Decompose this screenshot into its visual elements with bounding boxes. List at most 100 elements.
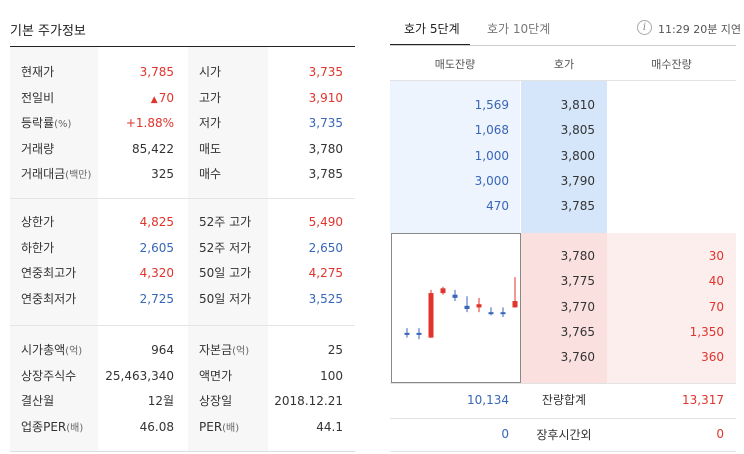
candle-body [428, 293, 434, 338]
stat-value: 3,735 [308, 65, 343, 79]
ask-price[interactable]: 3,810 [560, 98, 595, 112]
bid-price[interactable]: 3,765 [560, 325, 595, 339]
tab-divider [390, 45, 736, 46]
section-divider-1 [10, 198, 355, 199]
stat-value: 25,463,340 [105, 369, 174, 383]
title-divider [10, 46, 355, 47]
stat-value: 3,785 [308, 167, 343, 181]
after-hours-label: 장후시간외 [536, 428, 592, 442]
bid-qty: 70 [708, 300, 724, 314]
stat-label: 매도 [199, 142, 222, 156]
stat-label: 하한가 [21, 241, 55, 255]
ask-price[interactable]: 3,800 [560, 149, 595, 163]
stat-value: 44.1 [316, 420, 343, 434]
panel-bottom-divider [10, 451, 355, 452]
header-ask-qty: 매도잔량 [434, 58, 476, 71]
basic-price-info-title: 기본 주가정보 [10, 24, 86, 39]
stat-value: 2,605 [139, 241, 174, 255]
ask-qty: 1,569 [474, 98, 509, 112]
stat-value: 25 [327, 343, 343, 357]
summary-divider-bottom [390, 451, 736, 452]
candle-body [512, 301, 518, 308]
bid-qty-bg [607, 233, 736, 383]
stat-label: 매수 [199, 167, 222, 181]
stat-label: 액면가 [199, 369, 233, 383]
stat-label: 업종PER(배) [21, 420, 84, 434]
candle-body [476, 304, 482, 308]
stat-value: 2,725 [139, 292, 174, 306]
stat-label: 전일비 [21, 91, 55, 105]
bid-price[interactable]: 3,770 [560, 300, 595, 314]
bid-price[interactable]: 3,775 [560, 274, 595, 288]
ask-price[interactable]: 3,790 [560, 174, 595, 188]
up-arrow-icon: ▲ [150, 95, 158, 105]
stat-value: 3,525 [308, 292, 343, 306]
stat-value: 2,650 [308, 241, 343, 255]
mini-candlestick-chart [404, 277, 518, 340]
bid-price-bg [521, 233, 607, 383]
tab-orderbook-5[interactable]: 호가 5단계 [404, 22, 460, 36]
ask-qty: 3,000 [474, 174, 509, 188]
stat-label: PER(배) [199, 420, 240, 434]
bid-qty: 360 [701, 350, 724, 364]
stat-value: 3,780 [308, 142, 343, 156]
stat-label: 상한가 [21, 215, 55, 229]
stat-label: 현재가 [21, 65, 55, 79]
stat-value: 4,320 [139, 266, 174, 280]
candle-body [488, 312, 494, 315]
stat-label: 50일 고가 [199, 266, 252, 280]
stat-label: 52주 저가 [199, 241, 252, 255]
bid-qty: 40 [708, 274, 724, 288]
summary-divider-mid [390, 418, 736, 419]
stat-label: 50일 저가 [199, 292, 252, 306]
header-price: 호가 [553, 58, 575, 71]
total-remaining-label: 잔량합계 [541, 393, 587, 407]
stat-label: 상장일 [199, 394, 233, 408]
stat-label: 52주 고가 [199, 215, 252, 229]
stat-label: 상장주식수 [21, 369, 77, 383]
stat-value: 4,275 [308, 266, 343, 280]
ask-qty: 470 [486, 199, 509, 213]
candle-body [404, 332, 410, 335]
section-divider-2 [10, 325, 355, 326]
bid-qty: 1,350 [689, 325, 724, 339]
ask-price[interactable]: 3,785 [560, 199, 595, 213]
stat-label: 시가총액(억) [21, 343, 83, 357]
bid-qty: 30 [708, 249, 724, 263]
info-icon[interactable]: i [637, 20, 652, 35]
ask-qty-bg [390, 81, 520, 233]
stat-label: 저가 [199, 116, 222, 130]
stat-label: 시가 [199, 65, 222, 79]
ask-total: 10,134 [467, 393, 509, 407]
after-hours-bid: 0 [716, 427, 724, 441]
header-bid-qty: 매수잔량 [651, 58, 692, 71]
stat-label: 등락률(%) [21, 116, 72, 130]
stat-value: 964 [151, 343, 174, 357]
stat-label: 고가 [199, 91, 222, 105]
stat-value: 3,735 [308, 116, 343, 130]
stat-value: 3,785 [139, 65, 174, 79]
stat-value: 3,910 [308, 91, 343, 105]
bid-price[interactable]: 3,760 [560, 350, 595, 364]
bid-price[interactable]: 3,780 [560, 249, 595, 263]
label-column-bg-left [10, 47, 98, 451]
candle-body [500, 312, 506, 315]
after-hours-ask: 0 [501, 427, 509, 441]
mini-chart [391, 233, 521, 383]
stat-value: 4,825 [139, 215, 174, 229]
stat-value: 2018.12.21 [274, 394, 343, 408]
stat-label: 거래량 [21, 142, 55, 156]
delay-notice: 11:29 20분 지연 [658, 23, 742, 36]
stat-value: 100 [320, 369, 343, 383]
stat-label: 연중최저가 [21, 292, 77, 306]
bid-total: 13,317 [682, 393, 724, 407]
ask-price-bg [521, 81, 607, 233]
ask-qty: 1,068 [474, 123, 509, 137]
stat-label: 거래대금(백만) [21, 167, 92, 181]
stat-value: 46.08 [139, 420, 174, 434]
tab-orderbook-10[interactable]: 호가 10단계 [487, 22, 551, 36]
stat-value: 5,490 [308, 215, 343, 229]
candle-body [452, 294, 458, 298]
label-column-bg-right [188, 47, 268, 451]
ask-price[interactable]: 3,805 [560, 123, 595, 137]
